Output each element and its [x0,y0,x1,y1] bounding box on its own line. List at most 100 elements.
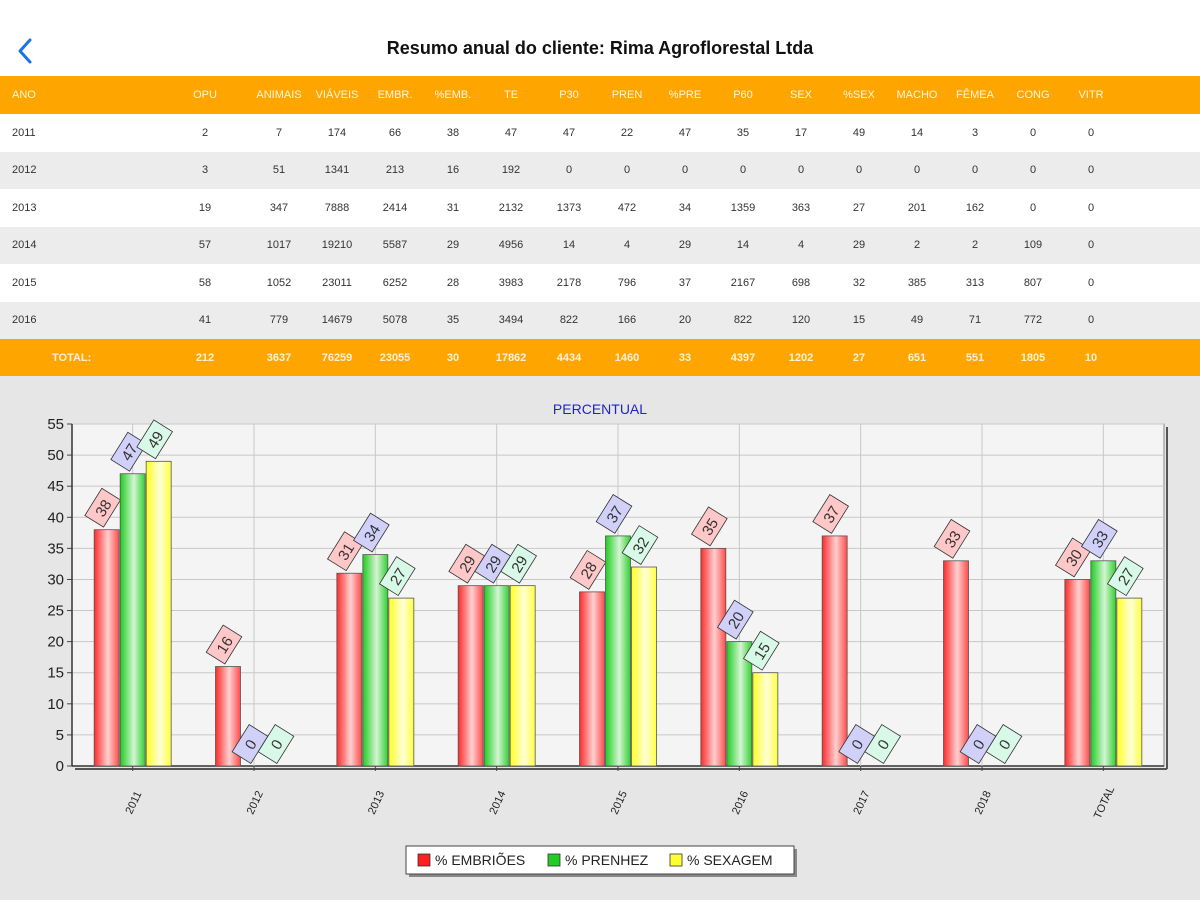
data-label-1: 47 [110,431,148,472]
table-row[interactable]: 2015 58 1052 23011 6252 28 3983 2178 796 37 2167 69… [0,264,1200,302]
column-header-16: VITR [1078,89,1104,101]
table-cell: 3 [971,126,979,139]
table-cell: 0 [1087,201,1095,214]
total-cell: 23055 [379,351,411,364]
table-cell: 7888 [324,201,350,214]
table-cell: 363 [791,201,811,214]
table-cell: 698 [791,276,811,289]
data-label-2: 15 [742,630,780,671]
table-cell: 0 [1029,201,1037,214]
data-label-box [569,549,607,590]
data-label-text: 16 [214,634,237,657]
table-cell: 47 [504,126,518,139]
column-header-7: P30 [559,89,579,101]
data-label-0: 28 [569,549,607,590]
data-label-box [1054,537,1092,578]
data-label-1: 37 [595,493,633,534]
table-cell: 162 [965,201,985,214]
data-label-text: 37 [820,503,843,526]
table-cell: 32 [852,276,866,289]
table-cell: 0 [1087,276,1095,289]
data-label-1: 34 [352,512,390,553]
data-label-box [864,724,902,764]
y-tick-label: 55 [47,416,64,433]
table-cell: 472 [617,201,637,214]
table-cell: 19 [198,201,212,214]
x-tick-label: 2014 [487,789,508,816]
column-header-8: PREN [611,89,643,101]
table-row[interactable]: 2014 57 1017 19210 5587 29 4956 14 4 29 14 4 29 2 2 109… [0,226,1200,265]
total-cell: 3637 [266,351,292,364]
data-label-text: 20 [725,609,748,632]
table-cell-spacer [1120,227,1200,265]
data-label-text: 28 [578,559,601,582]
table-cell: 109 [1023,239,1043,252]
table-cell: 2016 [12,314,37,327]
table-cell: 28 [446,276,460,289]
table-cell: 0 [681,164,689,177]
table-cell: 14 [736,239,750,252]
table-cell: 14 [562,239,576,252]
data-label-text: 35 [699,516,722,539]
column-header-13: MACHO [896,89,938,101]
bar-0 [579,591,605,767]
table-cell: 0 [855,164,863,177]
total-cell: 212 [195,351,215,364]
table-row[interactable]: 2013 19 347 7888 2414 31 2132 1373 472 34 1359 363 2… [0,189,1200,227]
bar-0 [700,547,727,767]
x-tick-label: 2013 [366,789,387,816]
table-cell: 47 [678,126,692,139]
table-cell: 2013 [12,201,37,214]
column-header-10: P60 [733,89,753,101]
bar-2 [145,460,172,767]
data-label-box [690,506,728,547]
data-label-2: 29 [500,543,538,584]
table-cell: 35 [736,126,750,139]
back-button[interactable] [8,34,42,68]
data-label-text: 29 [508,553,531,576]
legend-swatch-0 [417,853,431,867]
y-tick-label: 15 [47,665,64,682]
data-label-box [985,724,1023,764]
table-cell: 57 [198,239,212,252]
table-cell: 2414 [382,201,408,214]
data-label-text: 27 [387,565,410,588]
data-label-text: 27 [1115,565,1138,588]
table-cell: 0 [797,164,805,177]
table-cell: 779 [269,314,289,327]
table-cell: 6252 [382,276,408,289]
data-label-text: 31 [335,540,358,563]
table-row[interactable]: 2012 3 51 1341 213 16 192 0 0 0 0 0 0 0 0 0 0 [0,151,1200,189]
table-cell: 213 [385,164,405,177]
data-label-2: 27 [1106,556,1144,597]
table-row[interactable]: 2011 2 7 174 66 38 47 47 22 47 35 17 49 14 3 0 0 [0,114,1200,152]
data-label-text: 49 [144,429,167,452]
data-label-text: 30 [1063,547,1086,570]
y-tick-label: 5 [56,727,64,744]
data-label-box [1106,556,1144,597]
data-label-box [742,630,780,671]
y-tick-label: 25 [47,603,64,620]
bar-2 [388,597,415,767]
data-label-2: 32 [621,525,659,565]
table-cell: 41 [198,314,212,327]
legend-swatch-2 [669,853,683,867]
bar-1 [362,554,389,767]
table-cell: 58 [198,276,212,289]
table-total-row: TOTAL: 212 3637 76259 23055 30 17862 4434 1460 33… [0,339,1200,376]
legend-label-1: % PRENHEZ [565,852,649,868]
table-row[interactable]: 2016 41 779 14679 5078 35 3494 822 166 20 822 120 15… [0,301,1200,339]
column-header-15: CONG [1016,89,1050,101]
chevron-left-icon [18,38,32,64]
table-cell: 38 [446,126,460,139]
data-label-box [812,493,850,534]
table-cell: 0 [1087,126,1095,139]
column-header-4: EMBR. [377,89,413,101]
table-cell: 0 [971,164,979,177]
table-cell: 0 [1087,314,1095,327]
table-cell: 385 [907,276,927,289]
table-cell: 0 [623,164,631,177]
data-label-0: 30 [1054,537,1092,578]
bar-0 [457,585,484,767]
total-cell: 651 [907,351,927,364]
